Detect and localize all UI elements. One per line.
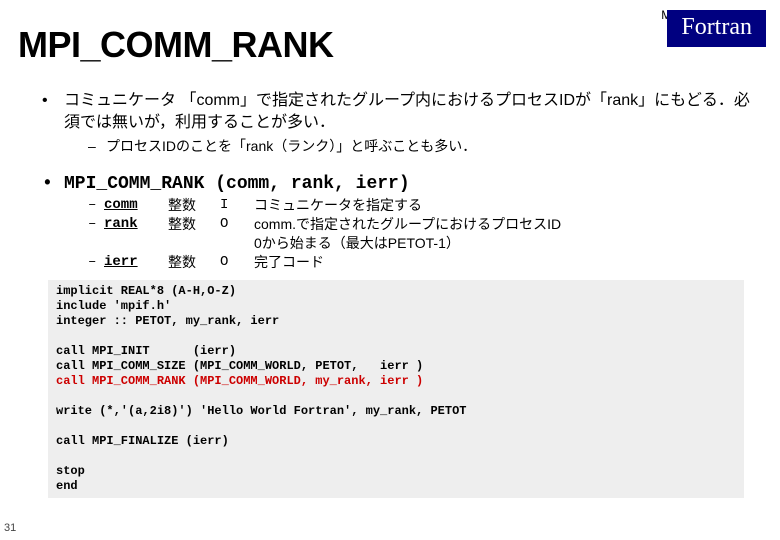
param-desc-extra: 0から始まる（最大はPETOT-1） bbox=[42, 234, 762, 253]
slide-number: 31 bbox=[4, 522, 16, 534]
code-line: integer :: PETOT, my_rank, ierr bbox=[56, 314, 279, 328]
param-io: I bbox=[220, 196, 254, 215]
language-badge: Fortran bbox=[667, 10, 766, 47]
dash-icon: – bbox=[88, 137, 106, 156]
code-line: stop bbox=[56, 464, 85, 478]
parameter-table: – comm 整数 I コミュニケータを指定する – rank 整数 O com… bbox=[42, 196, 762, 272]
bullet-dot-icon: • bbox=[42, 90, 64, 133]
description-block: • コミュニケータ 「comm」で指定されたグループ内におけるプロセスIDが「r… bbox=[18, 90, 762, 156]
code-line: call MPI_FINALIZE (ierr) bbox=[56, 434, 229, 448]
title-row: MPI_COMM_RANK Fortran bbox=[18, 24, 762, 66]
function-signature-text: MPI_COMM_RANK (comm, rank, ierr) bbox=[64, 174, 410, 194]
param-desc: comm.で指定されたグループにおけるプロセスID bbox=[254, 215, 561, 234]
bullet-main-text: コミュニケータ 「comm」で指定されたグループ内におけるプロセスIDが「ran… bbox=[64, 90, 762, 133]
code-line: call MPI_COMM_SIZE (MPI_COMM_WORLD, PETO… bbox=[56, 359, 423, 373]
param-io: O bbox=[220, 253, 254, 272]
header-context: MPI Programming bbox=[18, 8, 762, 22]
code-line: call MPI_INIT (ierr) bbox=[56, 344, 236, 358]
param-name: rank bbox=[104, 215, 168, 234]
code-line: write (*,'(a,2i8)') 'Hello World Fortran… bbox=[56, 404, 466, 418]
param-row: – rank 整数 O comm.で指定されたグループにおけるプロセスID bbox=[42, 215, 762, 234]
code-line: end bbox=[56, 479, 78, 493]
param-row: – ierr 整数 O 完了コード bbox=[42, 253, 762, 272]
dash-icon: – bbox=[88, 253, 104, 272]
bullet-main: • コミュニケータ 「comm」で指定されたグループ内におけるプロセスIDが「r… bbox=[18, 90, 762, 133]
dash-icon: – bbox=[88, 196, 104, 215]
param-name: comm bbox=[104, 196, 168, 215]
param-desc: 完了コード bbox=[254, 253, 324, 272]
function-signature: • MPI_COMM_RANK (comm, rank, ierr) bbox=[42, 174, 762, 194]
param-type: 整数 bbox=[168, 215, 220, 234]
param-io: O bbox=[220, 215, 254, 234]
param-type: 整数 bbox=[168, 196, 220, 215]
function-block: • MPI_COMM_RANK (comm, rank, ierr) – com… bbox=[18, 174, 762, 272]
param-row: – comm 整数 I コミュニケータを指定する bbox=[42, 196, 762, 215]
code-line-highlight: call MPI_COMM_RANK (MPI_COMM_WORLD, my_r… bbox=[56, 374, 423, 388]
bullet-dot-icon: • bbox=[42, 174, 64, 194]
bullet-sub-text: プロセスIDのことを「rank（ランク）」と呼ぶことも多い． bbox=[106, 137, 476, 156]
page-title: MPI_COMM_RANK bbox=[18, 24, 334, 66]
param-desc: コミュニケータを指定する bbox=[254, 196, 422, 215]
param-type: 整数 bbox=[168, 253, 220, 272]
dash-icon: – bbox=[88, 215, 104, 234]
param-name: ierr bbox=[104, 253, 168, 272]
bullet-sub: – プロセスIDのことを「rank（ランク）」と呼ぶことも多い． bbox=[18, 137, 762, 156]
code-block: implicit REAL*8 (A-H,O-Z) include 'mpif.… bbox=[48, 280, 744, 498]
code-line: include 'mpif.h' bbox=[56, 299, 171, 313]
code-line: implicit REAL*8 (A-H,O-Z) bbox=[56, 284, 236, 298]
